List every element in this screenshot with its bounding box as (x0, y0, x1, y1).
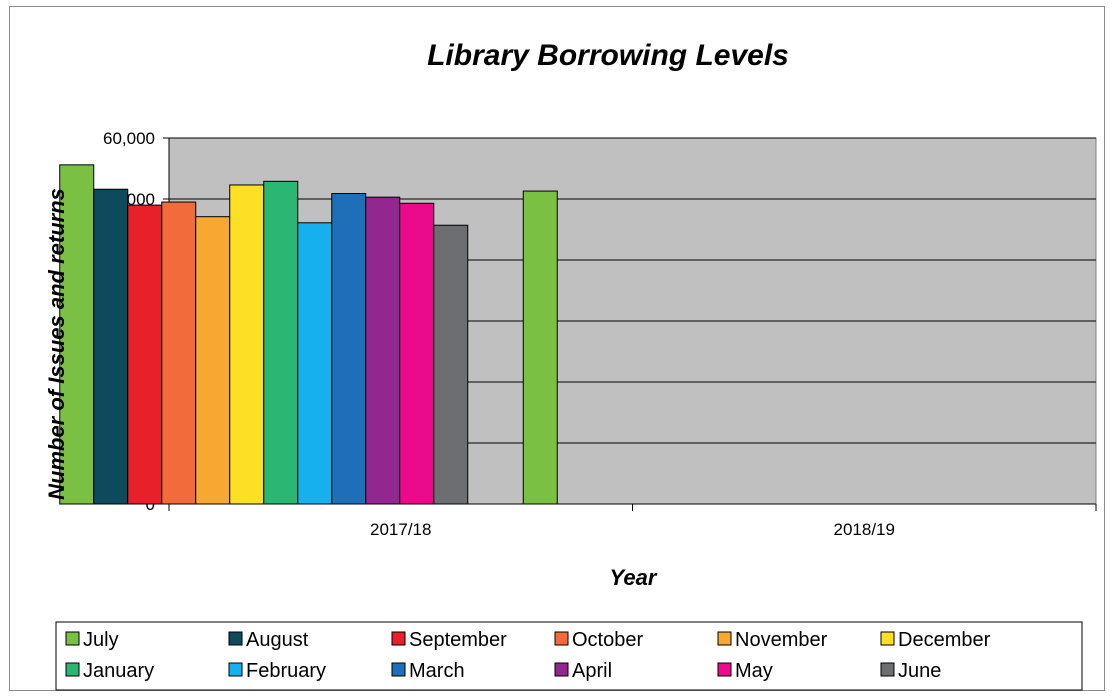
legend-label-june: June (898, 660, 941, 682)
legend-label-april: April (572, 660, 612, 682)
bar-september-2017-18 (127, 204, 163, 505)
bar-october-2017-18 (161, 201, 197, 505)
legend-label-february: February (246, 660, 326, 682)
bar-june-2017-18 (433, 224, 469, 505)
legend-swatch-september (391, 631, 406, 646)
legend-swatch-january (65, 662, 80, 677)
bar-december-2017-18 (229, 184, 265, 505)
bar-february-2017-18 (297, 222, 333, 505)
y-axis-title: Number of Issues and returns (44, 188, 69, 500)
bar-may-2017-18 (399, 202, 435, 505)
legend-label-march: March (409, 660, 465, 682)
legend-swatch-july (65, 631, 80, 646)
legend-swatch-march (391, 662, 406, 677)
legend-label-january: January (83, 660, 154, 682)
legend-swatch-april (554, 662, 569, 677)
legend-label-december: December (898, 629, 991, 651)
legend-swatch-may (717, 662, 732, 677)
x-tick-label: 2018/19 (834, 520, 895, 539)
legend-swatch-october (554, 631, 569, 646)
y-tick-label: 0 (146, 495, 155, 514)
legend-label-may: May (735, 660, 773, 682)
legend-swatch-december (880, 631, 895, 646)
bar-july-2018-19 (522, 190, 558, 505)
legend-swatch-february (228, 662, 243, 677)
legend-swatch-august (228, 631, 243, 646)
legend-label-august: August (246, 629, 309, 651)
legend-box (55, 621, 1083, 691)
bar-january-2017-18 (263, 180, 299, 505)
legend-label-november: November (735, 629, 828, 651)
legend-label-october: October (572, 629, 643, 651)
bar-march-2017-18 (331, 193, 367, 505)
x-tick-label: 2017/18 (370, 520, 431, 539)
legend-swatch-june (880, 662, 895, 677)
x-axis-title: Year (610, 565, 658, 590)
legend-swatch-november (717, 631, 732, 646)
legend-label-september: September (409, 629, 507, 651)
legend-label-july: July (83, 629, 119, 651)
y-tick-label: 60,000 (103, 129, 155, 148)
bar-august-2017-18 (93, 188, 129, 505)
chart-title: Library Borrowing Levels (427, 39, 789, 72)
bar-november-2017-18 (195, 216, 231, 505)
bar-april-2017-18 (365, 196, 401, 505)
